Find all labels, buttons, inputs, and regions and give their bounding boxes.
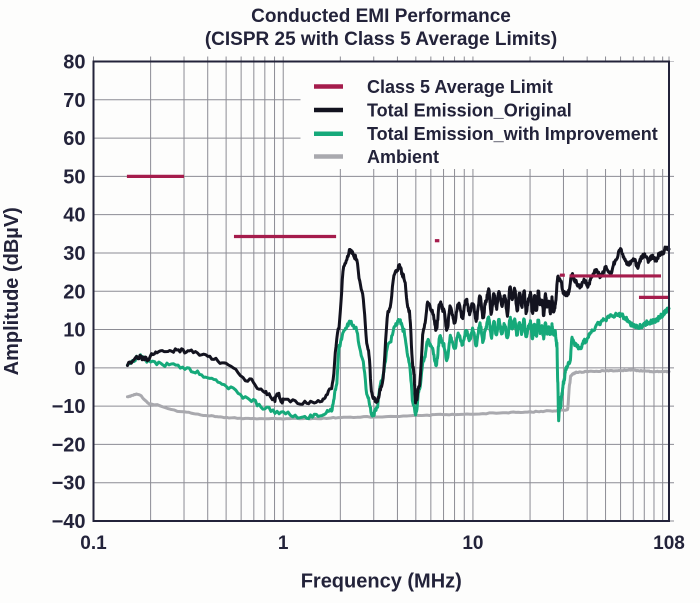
- svg-text:60: 60: [63, 128, 85, 150]
- svg-text:(CISPR 25 with Class 5 Average: (CISPR 25 with Class 5 Average Limits): [205, 29, 557, 50]
- svg-text:−40: −40: [52, 511, 86, 533]
- svg-text:70: 70: [63, 90, 85, 112]
- svg-text:−10: −10: [52, 396, 86, 418]
- svg-text:0.1: 0.1: [80, 533, 107, 554]
- svg-text:1: 1: [278, 533, 289, 554]
- svg-text:0: 0: [74, 358, 85, 380]
- svg-text:Frequency (MHz): Frequency (MHz): [301, 571, 462, 593]
- svg-text:−30: −30: [52, 473, 86, 495]
- svg-text:108: 108: [653, 533, 685, 554]
- svg-text:−20: −20: [52, 434, 86, 456]
- svg-text:Total Emission_Original: Total Emission_Original: [367, 101, 572, 121]
- svg-text:20: 20: [63, 281, 85, 303]
- svg-text:80: 80: [63, 52, 85, 74]
- svg-text:Total Emission_with Improvemen: Total Emission_with Improvement: [367, 124, 658, 144]
- svg-text:40: 40: [63, 205, 85, 227]
- svg-text:Class 5 Average Limit: Class 5 Average Limit: [367, 77, 553, 97]
- svg-text:30: 30: [63, 243, 85, 265]
- svg-text:Conducted EMI Performance: Conducted EMI Performance: [251, 6, 511, 27]
- svg-text:10: 10: [462, 533, 483, 554]
- svg-text:50: 50: [63, 166, 85, 188]
- svg-text:Ambient: Ambient: [367, 147, 439, 167]
- svg-text:Amplitude (dBµV): Amplitude (dBµV): [1, 207, 23, 375]
- svg-text:10: 10: [63, 320, 85, 342]
